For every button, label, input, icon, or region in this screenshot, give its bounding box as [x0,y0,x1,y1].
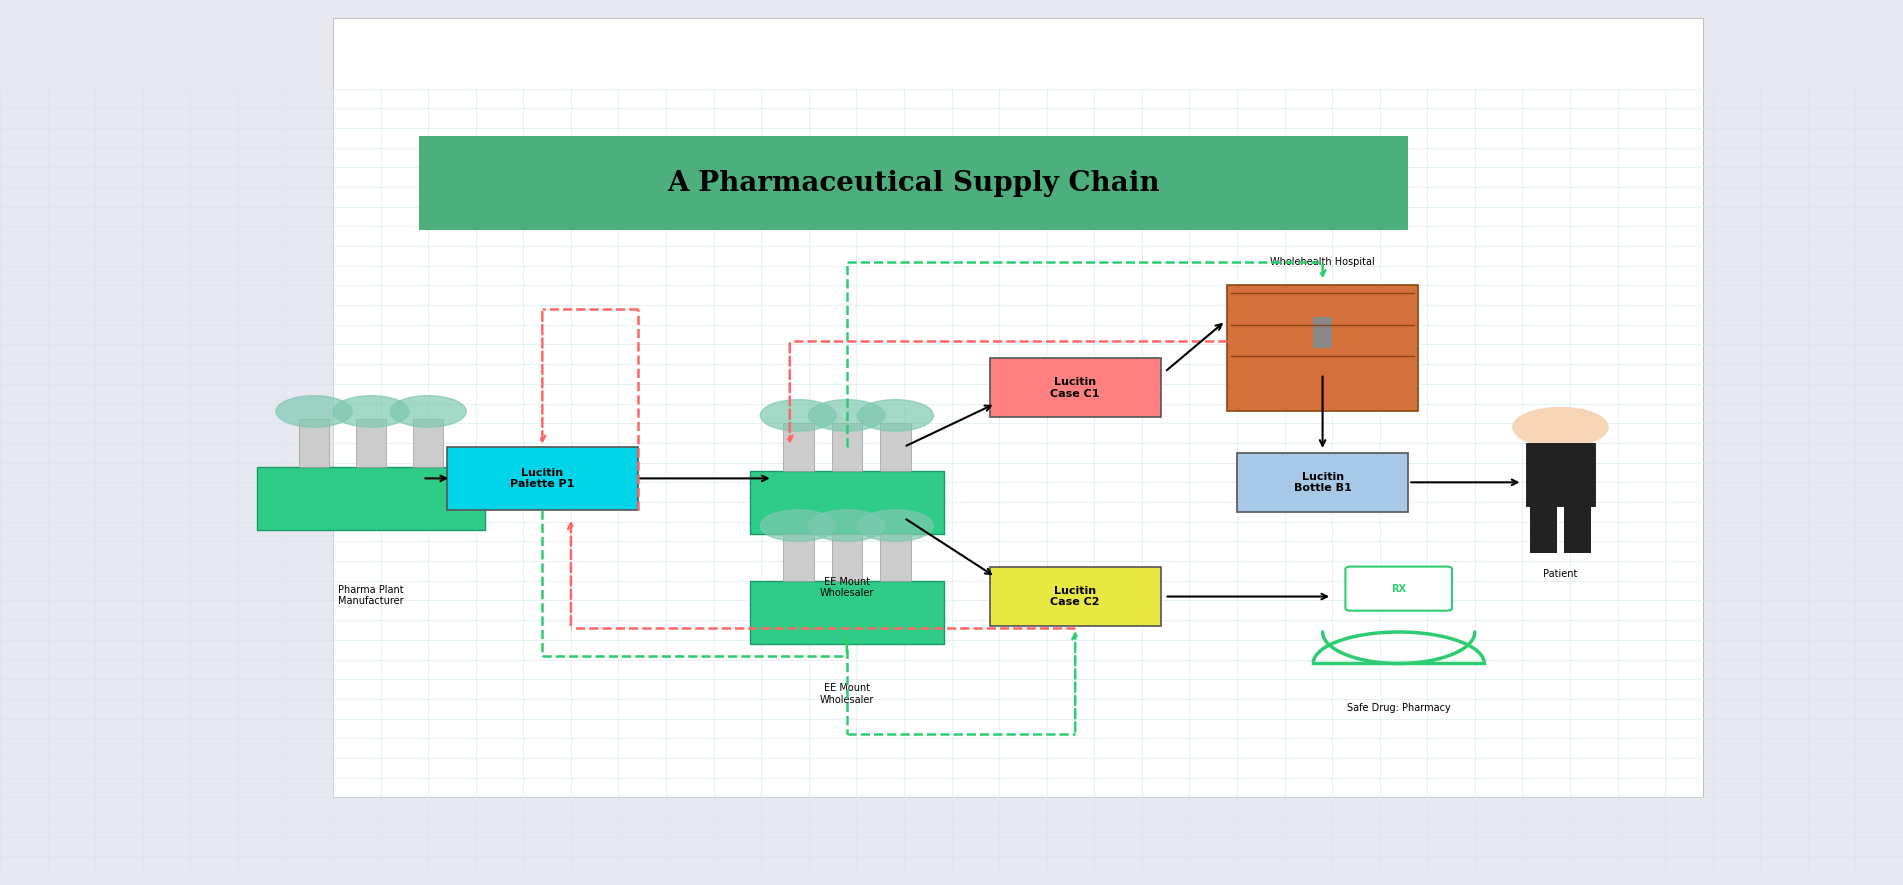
Circle shape [390,396,466,427]
FancyBboxPatch shape [832,423,862,471]
Text: EE Mount
Wholesaler: EE Mount Wholesaler [820,577,873,598]
FancyBboxPatch shape [1526,443,1595,506]
Text: RX: RX [1391,584,1406,594]
FancyBboxPatch shape [413,419,443,466]
FancyBboxPatch shape [990,567,1161,626]
FancyBboxPatch shape [299,419,329,466]
Text: Lucitin
Palette P1: Lucitin Palette P1 [510,467,575,489]
Circle shape [276,396,352,427]
Text: Wholehealth Hospital: Wholehealth Hospital [1269,257,1376,266]
Text: Pharma Plant
Manufacturer: Pharma Plant Manufacturer [339,585,403,606]
FancyBboxPatch shape [1530,502,1557,553]
Text: EE Mount
Wholesaler: EE Mount Wholesaler [820,683,873,704]
Circle shape [809,400,885,431]
Text: A Pharmaceutical Supply Chain: A Pharmaceutical Supply Chain [668,170,1159,196]
FancyBboxPatch shape [1237,453,1408,512]
FancyBboxPatch shape [419,135,1408,230]
FancyBboxPatch shape [879,423,910,471]
Circle shape [1513,407,1608,447]
Text: Lucitin
Case C2: Lucitin Case C2 [1050,586,1100,607]
FancyBboxPatch shape [356,419,386,466]
Text: Lucitin
Case C1: Lucitin Case C1 [1050,377,1100,398]
Circle shape [856,400,934,431]
Text: Lucitin
Bottle B1: Lucitin Bottle B1 [1294,472,1351,493]
FancyBboxPatch shape [1345,566,1452,611]
FancyBboxPatch shape [1564,502,1591,553]
Text: Patient: Patient [1543,569,1578,579]
FancyBboxPatch shape [879,534,910,581]
Circle shape [759,510,837,542]
FancyBboxPatch shape [784,534,814,581]
Circle shape [333,396,409,427]
FancyBboxPatch shape [1313,317,1332,349]
FancyBboxPatch shape [447,447,638,510]
FancyBboxPatch shape [832,534,862,581]
Circle shape [809,510,885,542]
FancyBboxPatch shape [257,466,485,529]
FancyBboxPatch shape [990,358,1161,418]
Circle shape [856,510,934,542]
Text: Safe Drug: Pharmacy: Safe Drug: Pharmacy [1347,703,1450,712]
FancyBboxPatch shape [784,423,814,471]
Circle shape [759,400,837,431]
FancyBboxPatch shape [750,471,944,534]
FancyBboxPatch shape [750,581,944,643]
FancyBboxPatch shape [1227,285,1418,412]
